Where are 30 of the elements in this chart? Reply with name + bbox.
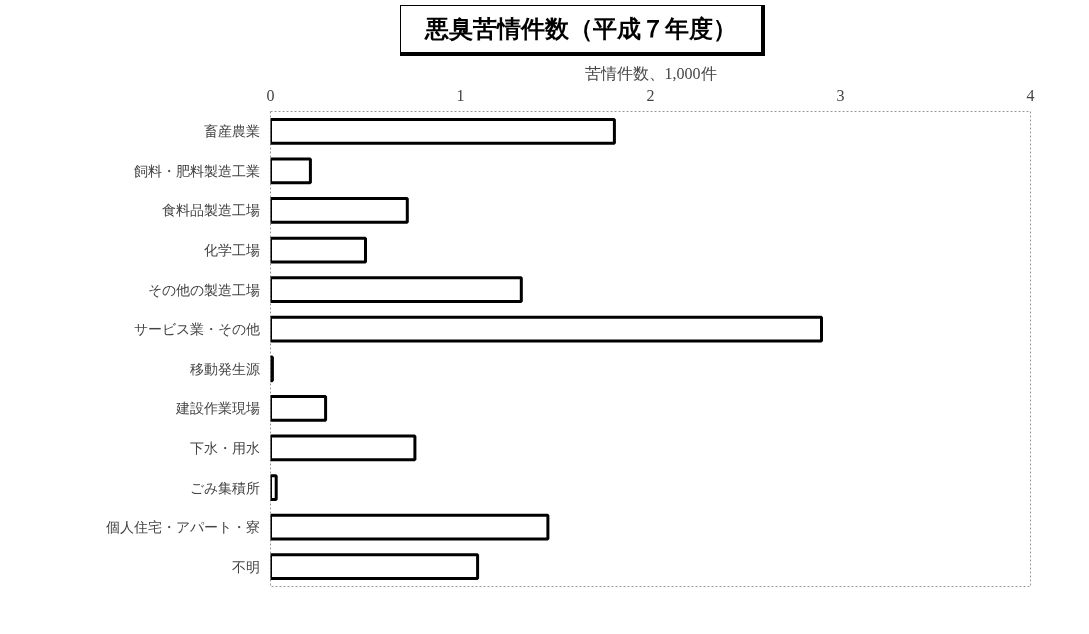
y-tick-label: サービス業・その他 [133,321,260,338]
y-tick-label: 化学工場 [203,242,260,259]
x-tick-label: 1 [456,86,465,104]
x-tick-label: 2 [646,86,655,104]
y-tick-label: 移動発生源 [189,361,260,378]
bar [270,276,523,304]
y-tick-label: 畜産農業 [203,123,260,140]
y-tick-label: 飼料・肥料製造工業 [133,163,260,180]
x-tick-label: 4 [1026,86,1035,104]
bar [270,118,616,145]
chart-title: 悪臭苦情件数（平成７年度） [425,14,737,45]
y-tick-label: 下水・用水 [189,440,260,457]
y-tick-label: 個人住宅・アパート・寮 [105,519,260,536]
y-tick-label: その他の製造工場 [147,281,260,298]
bar [270,514,550,541]
bar [270,395,328,423]
y-tick-label: 不明 [231,558,260,575]
bar [270,157,312,185]
y-tick-label: ごみ集積所 [189,479,260,496]
x-tick-label: 0 [266,86,275,104]
x-axis-title: 苦情件数、1,000件 [584,64,717,82]
y-tick-label: 建設作業現場 [174,400,260,417]
bar [270,316,823,343]
bar [270,197,409,225]
x-tick-label: 3 [836,86,845,104]
y-tick-label: 食料品製造工場 [161,202,260,219]
bar [270,553,480,581]
bar [270,236,367,264]
bar [270,474,278,502]
bar [270,434,417,462]
